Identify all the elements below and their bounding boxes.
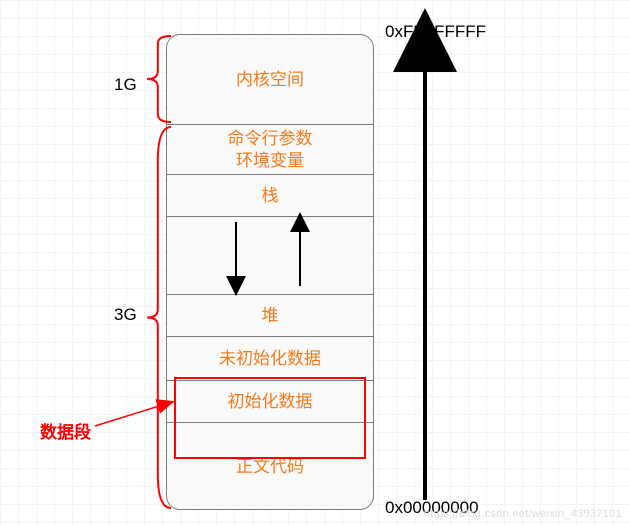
memory-cell-bss: 未初始化数据 [167, 337, 373, 381]
memory-cell-heap: 堆 [167, 295, 373, 337]
memory-cell-gap [167, 217, 373, 295]
label-high-address: 0xFFFFFFFF [385, 22, 486, 42]
memory-cell-kernel: 内核空间 [167, 35, 373, 125]
data-segment-pointer [95, 402, 172, 426]
label-data-segment: 数据段 [40, 418, 91, 443]
memory-cell-stack: 栈 [167, 175, 373, 217]
data-segment-frame [174, 377, 366, 459]
label-1g: 1G [114, 75, 137, 95]
memory-cell-argv-env: 命令行参数环境变量 [167, 125, 373, 175]
label-3g: 3G [114, 305, 137, 325]
watermark: https://blog.csdn.net/weixin_43937101 [424, 508, 622, 520]
